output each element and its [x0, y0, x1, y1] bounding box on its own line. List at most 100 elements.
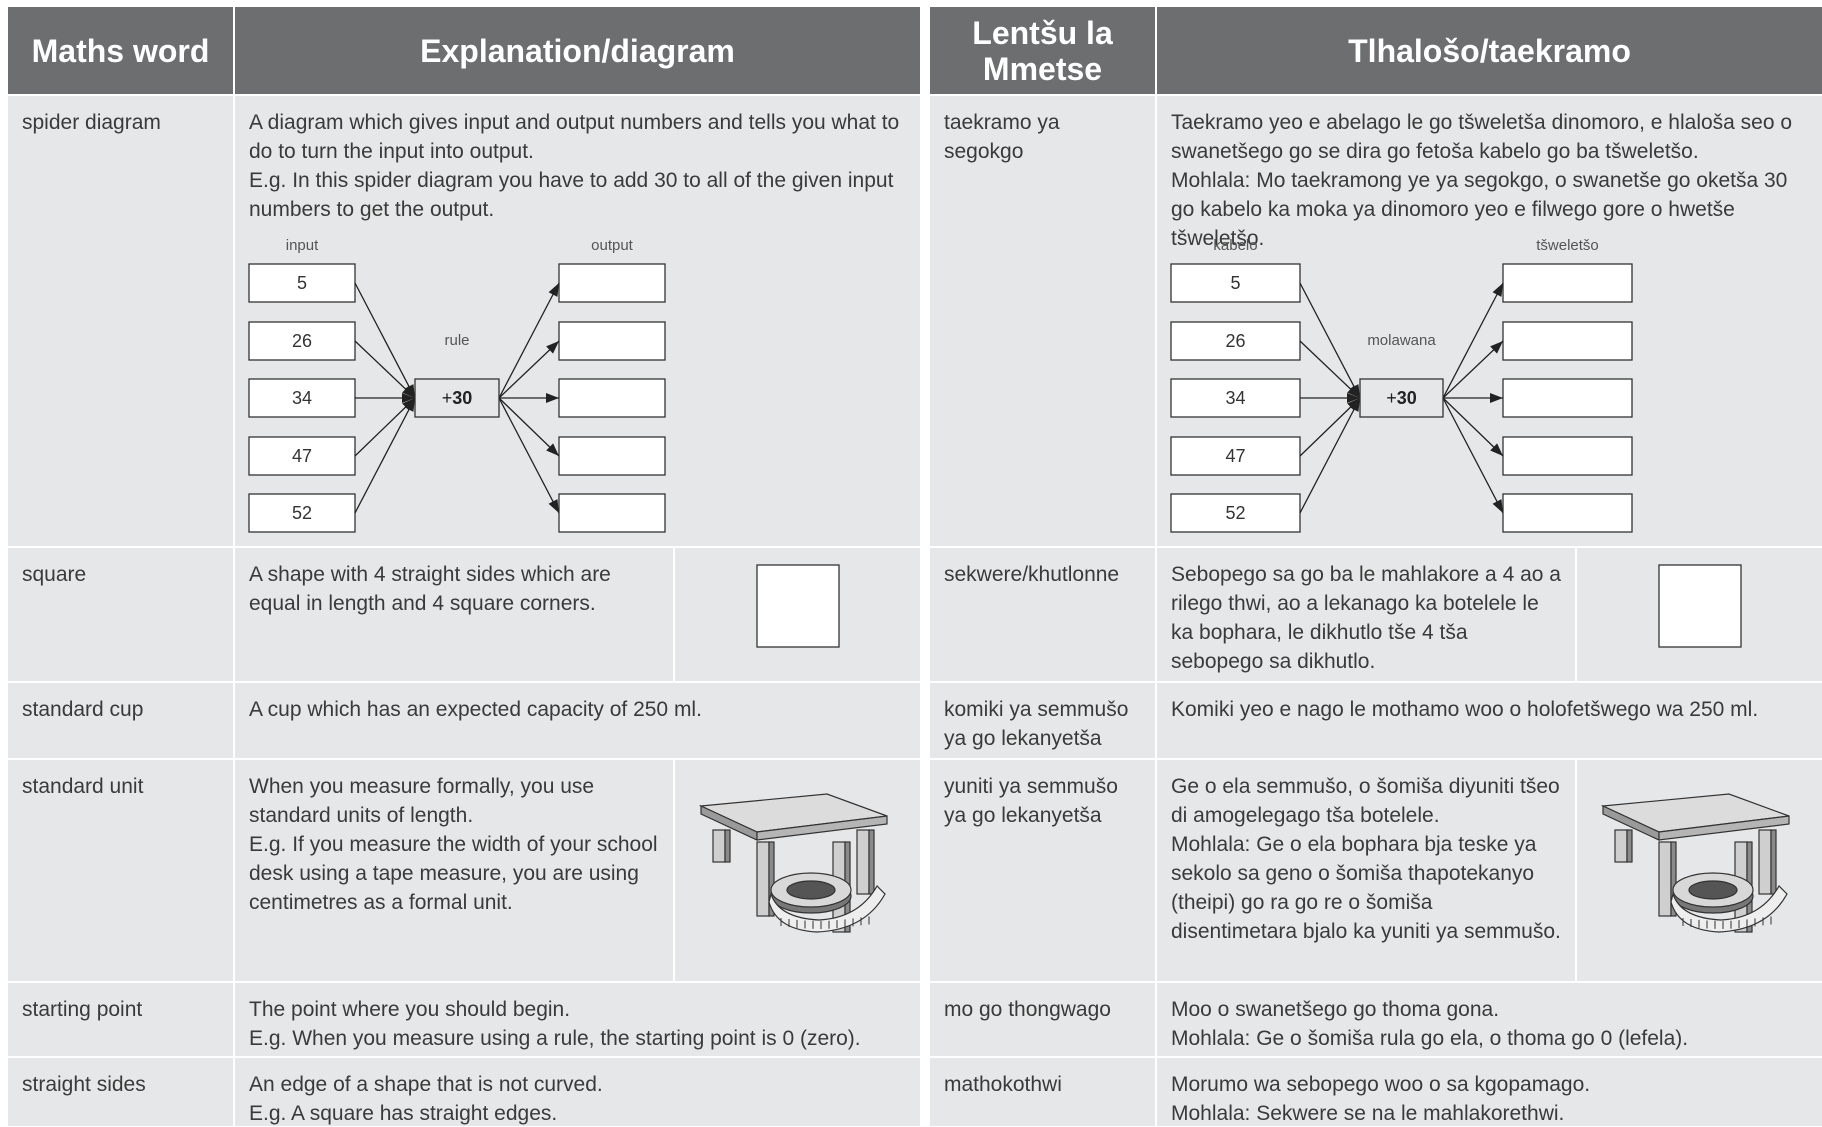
arrow-line [1299, 397, 1361, 457]
desk-leg-side [868, 829, 875, 895]
column-header: Maths word [8, 7, 233, 94]
arrow-line [498, 282, 560, 399]
arrow-head [546, 443, 559, 456]
term-cell: standard cup [8, 683, 233, 758]
arrow-head [546, 393, 559, 403]
arrow-line [354, 397, 416, 514]
input-number: 5 [297, 273, 307, 293]
input-number: 26 [1225, 331, 1245, 351]
explanation-cell: Sebopego sa go ba le mahlakore a 4 ao a … [1157, 548, 1822, 681]
figure-cell [1575, 760, 1822, 981]
arrow-line [1299, 340, 1361, 399]
tape-strip [1670, 885, 1788, 933]
arrow-head [1490, 443, 1503, 456]
term: standard unit [22, 775, 144, 798]
rule-sign: + [1386, 388, 1397, 408]
explanation: An edge of a shape that is not curved. [249, 1073, 603, 1096]
rule: +30 [442, 388, 473, 408]
explanation: Taekramo yeo e abelago le go tšweletša d… [1171, 111, 1793, 163]
explanation: Mohlala: Mo taekramong ye ya segokgo, o … [1171, 169, 1788, 250]
input-label: kabelo [1213, 237, 1257, 254]
rule-number: 30 [452, 388, 472, 408]
input-number: 34 [292, 388, 312, 408]
table: Lentšu la Mmetse Tlhalošo/taekramo taekram… [930, 7, 1822, 1127]
explanation: A cup which has an expected capacity of … [249, 698, 702, 721]
input-box [1170, 263, 1301, 303]
explanation: E.g. A square has straight edges. [249, 1102, 558, 1125]
arrow-line [1442, 340, 1504, 399]
rule-number: 30 [1397, 388, 1417, 408]
square [1657, 564, 1742, 648]
explanation-cell: Taekramo yeo e abelago le go tšweletša d… [1157, 96, 1822, 546]
term-cell: komiki ya semmušo ya go lekanyetša [930, 683, 1155, 758]
arrow-line [354, 397, 416, 457]
rule-label: rule [444, 332, 469, 349]
input-box [1170, 436, 1301, 476]
explanation: E.g. If you measure the width of your sc… [249, 833, 658, 914]
explanation: E.g. In this spider diagram you have to … [249, 169, 894, 221]
explanation-cell: A diagram which gives input and output n… [235, 96, 920, 546]
input-box [1170, 493, 1301, 533]
explanation: A diagram which gives input and output n… [249, 111, 900, 163]
explanation-cell: An edge of a shape that is not curved. E.… [235, 1058, 920, 1126]
arrow-line [1442, 397, 1504, 514]
explanation: Moo o swanetšego go thoma gona. [1171, 998, 1500, 1021]
output-box [558, 263, 666, 303]
explanation: Mohlala: Sekwere se na le mahlakorethwi. [1171, 1102, 1565, 1125]
explanation: Komiki yeo e nago le mothamo woo o holof… [1171, 698, 1759, 721]
desk-leg [856, 829, 870, 895]
desk-leg-side [1626, 829, 1633, 863]
input-box [248, 493, 356, 533]
tape-strip [768, 885, 886, 933]
explanation-cell: Komiki yeo e nago le mothamo woo o holof… [1157, 683, 1822, 758]
arrow-line [1299, 397, 1361, 514]
explanation: Morumo wa sebopego woo o sa kgopamago. [1171, 1073, 1591, 1096]
desk-edge [756, 815, 888, 841]
desk-leg [1658, 841, 1672, 917]
square-figure [755, 564, 840, 648]
desk-figure [699, 793, 888, 933]
term: komiki ya semmušo ya go lekanyetša [944, 698, 1129, 750]
explanation: Mohlala: Ge o šomiša rula go ela, o thom… [1171, 1027, 1689, 1050]
rule-sign: + [442, 388, 453, 408]
term: straight sides [22, 1073, 146, 1096]
tape-hole [1688, 880, 1738, 900]
spider-diagram: input output rule 5 26 34 47 52 +30 [248, 237, 666, 533]
arrow-head [546, 341, 559, 354]
rule-box [414, 378, 500, 418]
explanation-cell: Ge o ela semmušo, o šomiša diyuniti tšeo… [1157, 760, 1822, 981]
term: mo go thongwago [944, 998, 1111, 1021]
explanation-cell: Moo o swanetšego go thoma gona. Mohlala: … [1157, 983, 1822, 1056]
table: Maths word Explanation/diagram spider diag… [8, 7, 920, 1127]
arrow-head [1490, 393, 1503, 403]
output-box [1502, 436, 1633, 476]
column-header: Explanation/diagram [235, 7, 920, 94]
split: Sebopego sa go ba le mahlakore a 4 ao a … [1157, 548, 1822, 681]
arrow-head [1349, 398, 1360, 412]
arrow-line [498, 397, 560, 457]
arrow-line [498, 397, 560, 514]
term-cell: taekramo ya segokgo [930, 96, 1155, 546]
desk-leg [1614, 829, 1628, 863]
input-label: input [286, 237, 319, 254]
explanation: When you measure formally, you use stand… [249, 775, 595, 827]
desk-leg-side [1670, 841, 1677, 917]
arrow-head [1490, 341, 1503, 354]
arrow-head [1492, 499, 1503, 513]
explanation-text: A shape with 4 straight sides which are … [235, 548, 673, 681]
column-header: Tlhalošo/taekramo [1157, 7, 1822, 94]
explanation: A shape with 4 straight sides which are … [249, 563, 611, 615]
input-box [248, 321, 356, 361]
input-number: 47 [1225, 446, 1245, 466]
explanation-text: When you measure formally, you use stand… [235, 760, 673, 981]
arrow-head [548, 283, 559, 297]
tape-hole [786, 880, 836, 900]
explanation: Mohlala: Ge o ela bophara bja teske ya s… [1171, 833, 1561, 943]
arrow-line [498, 340, 560, 399]
input-box [1170, 378, 1301, 418]
output-box [1502, 321, 1633, 361]
term: standard cup [22, 698, 144, 721]
figure-cell [1575, 548, 1822, 681]
figure-cell [673, 548, 920, 681]
